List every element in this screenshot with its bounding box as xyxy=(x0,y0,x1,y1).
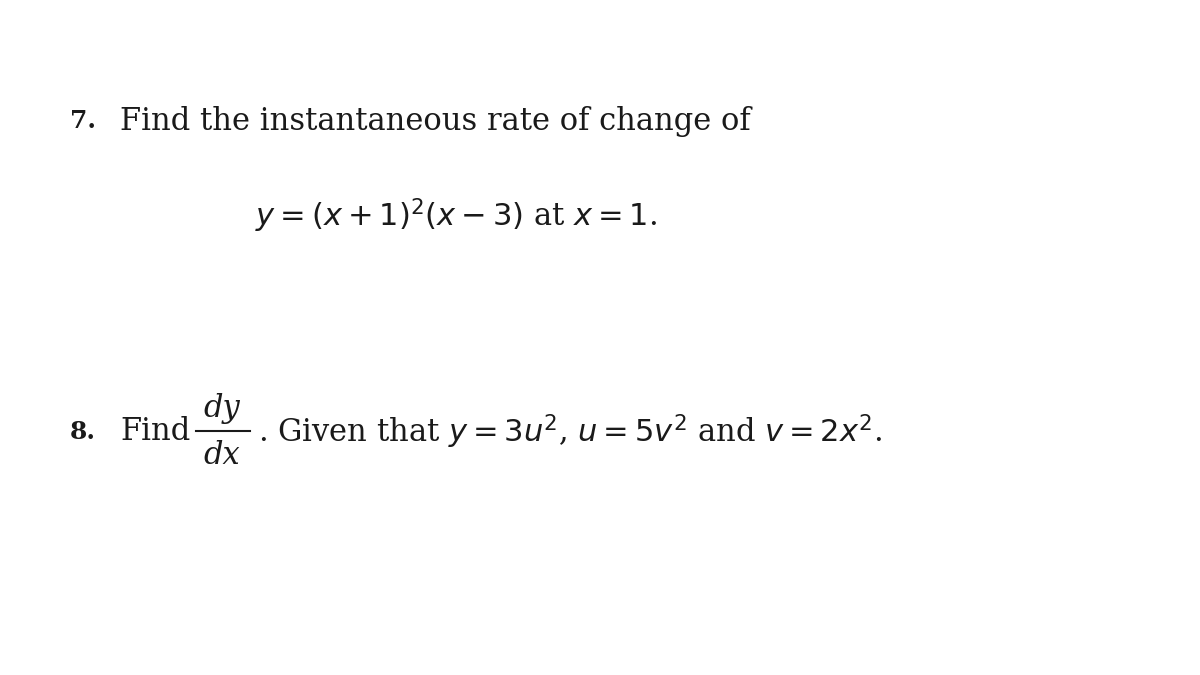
Text: 8.: 8. xyxy=(70,420,96,444)
Text: . Given that $y = 3u^2$, $u = 5v^2$ and $v = 2x^2$.: . Given that $y = 3u^2$, $u = 5v^2$ and … xyxy=(258,412,882,452)
Text: dx: dx xyxy=(204,440,240,471)
Text: 7.: 7. xyxy=(70,109,96,134)
Text: Find: Find xyxy=(120,416,191,448)
Text: dy: dy xyxy=(204,393,240,424)
Text: $y = (x + 1)^2(x - 3)$ at $x = 1$.: $y = (x + 1)^2(x - 3)$ at $x = 1$. xyxy=(256,196,656,236)
Text: Find the instantaneous rate of change of: Find the instantaneous rate of change of xyxy=(120,106,751,137)
